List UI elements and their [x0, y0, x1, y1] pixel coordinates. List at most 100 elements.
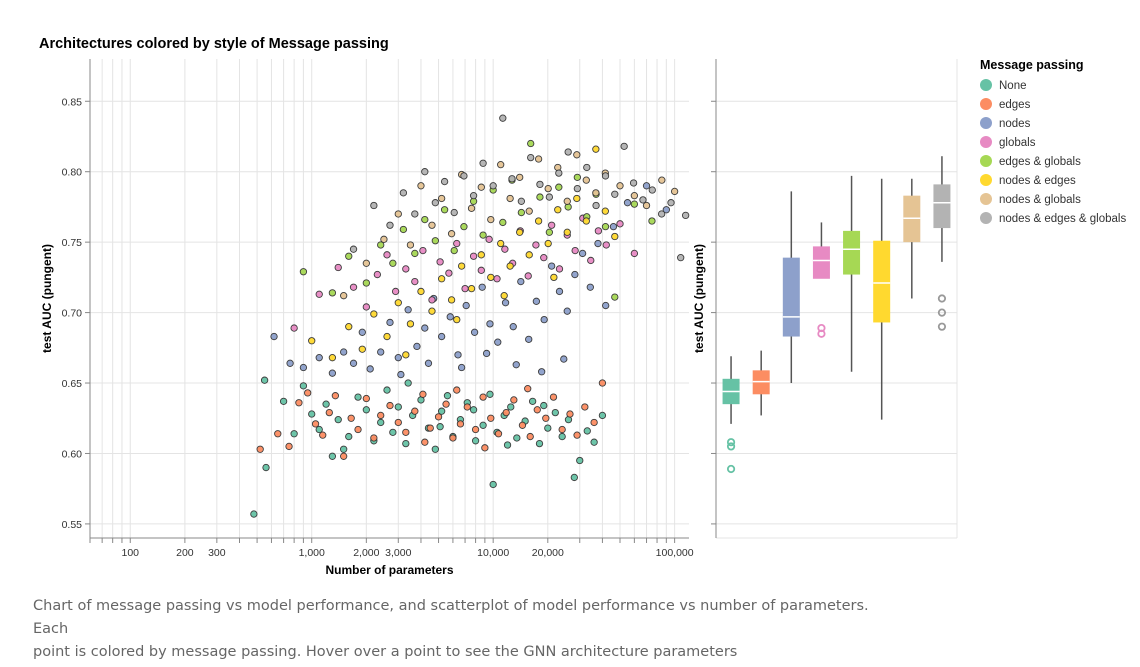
scatter-point	[424, 359, 433, 367]
scatter-point	[386, 401, 394, 410]
scatter-point	[582, 217, 590, 225]
scatter-point	[630, 249, 639, 258]
scatter-point	[551, 408, 559, 417]
legend-item-label: None	[999, 80, 1027, 92]
scatter-point	[446, 313, 454, 321]
scatter-point	[391, 287, 400, 296]
scatter-point	[362, 303, 370, 311]
scatter-point	[573, 173, 582, 181]
scatter-point	[586, 283, 594, 291]
scatter-point	[417, 287, 425, 296]
scatter-point	[670, 187, 679, 196]
scatter-point	[453, 239, 461, 248]
scatter-point	[421, 324, 429, 332]
scatter-point	[380, 235, 388, 243]
legend-item-label: nodes & edges & globals	[999, 213, 1126, 225]
scatter-point	[454, 351, 462, 359]
scatter-point	[437, 332, 446, 341]
scatter-point	[524, 385, 532, 393]
scatter-point	[447, 296, 456, 304]
y-tick-label: 0.80	[62, 167, 83, 179]
scatter-point	[394, 418, 402, 427]
scatter-point	[419, 246, 427, 255]
x-axis-title: Number of parameters	[325, 563, 453, 577]
scatter-point	[386, 318, 394, 327]
scatter-point	[319, 431, 327, 439]
scatter-point	[260, 376, 269, 384]
scatter-point	[274, 430, 282, 438]
scatter-point	[443, 392, 452, 400]
scatter-point	[592, 189, 600, 197]
scatter-point	[479, 159, 487, 167]
scatter-point	[479, 231, 487, 239]
caption-line-2: point is colored by message passing. Hov…	[33, 644, 738, 660]
scatter-point	[525, 251, 533, 259]
scatter-point	[573, 431, 581, 439]
scatter-point	[616, 220, 624, 228]
scatter-point	[290, 324, 298, 332]
scatter-point	[325, 408, 333, 417]
scatter-point	[437, 407, 446, 415]
y-tick-label: 0.55	[62, 519, 83, 531]
scatter-point	[262, 463, 270, 472]
box	[933, 184, 951, 229]
scatter-point	[571, 270, 579, 279]
scatter-point	[370, 434, 378, 442]
scatter-point	[598, 411, 607, 420]
chart-figure: Architectures colored by style of Messag…	[39, 36, 1126, 577]
scatter-point	[383, 251, 391, 259]
y-tick-label: 0.75	[62, 237, 83, 249]
scatter-point	[377, 411, 385, 420]
scatter-point	[362, 279, 370, 287]
legend-item-label: nodes & globals	[999, 194, 1081, 206]
scatter-point	[517, 208, 526, 217]
scatter-point	[506, 194, 514, 203]
scatter-point	[499, 114, 507, 122]
scatter-point	[421, 168, 429, 176]
scatter-point	[558, 432, 566, 441]
scatter-point	[544, 424, 552, 432]
scatter-point	[389, 259, 397, 267]
scatter-point	[487, 273, 495, 282]
scatter-point	[486, 320, 494, 328]
legend-swatch	[980, 155, 992, 167]
scatter-point	[456, 420, 465, 428]
scatter-point	[394, 403, 402, 411]
scatter-point	[517, 197, 526, 205]
y-axis-title: test AUC (pungent)	[40, 244, 54, 353]
scatter-point	[469, 406, 478, 414]
scatter-point	[421, 215, 429, 224]
scatter-point	[494, 338, 502, 346]
scatter-point	[434, 413, 443, 421]
scatter-point	[479, 421, 487, 429]
legend-item-label: nodes & edges	[999, 175, 1076, 187]
scatter-point	[450, 208, 458, 217]
scatter-point	[358, 345, 366, 353]
scatter-point	[440, 206, 449, 214]
scatter-point	[402, 439, 410, 448]
scatter-point	[428, 221, 436, 229]
legend-item-label: edges	[999, 99, 1031, 111]
scatter-point	[340, 348, 348, 356]
scatter-point	[507, 403, 515, 411]
scatter-point	[513, 434, 521, 442]
box-outlier	[937, 322, 947, 331]
legend-swatch	[980, 136, 992, 148]
scatter-point	[590, 418, 598, 427]
scatter-point	[460, 222, 468, 231]
scatter-point	[370, 310, 378, 318]
scatter-point	[340, 452, 348, 460]
scatter-point	[399, 225, 408, 234]
legend-swatch	[980, 174, 992, 186]
scatter-point	[576, 456, 584, 465]
box-outlier	[937, 308, 947, 317]
scatter-point	[421, 438, 429, 446]
scatter-point	[462, 301, 470, 310]
scatter-point	[349, 245, 358, 253]
scatter-point	[406, 241, 415, 249]
box	[782, 257, 800, 337]
scatter-point	[377, 241, 385, 249]
scatter-point	[662, 206, 670, 214]
scatter-point	[328, 354, 337, 362]
scatter-point	[518, 421, 527, 429]
